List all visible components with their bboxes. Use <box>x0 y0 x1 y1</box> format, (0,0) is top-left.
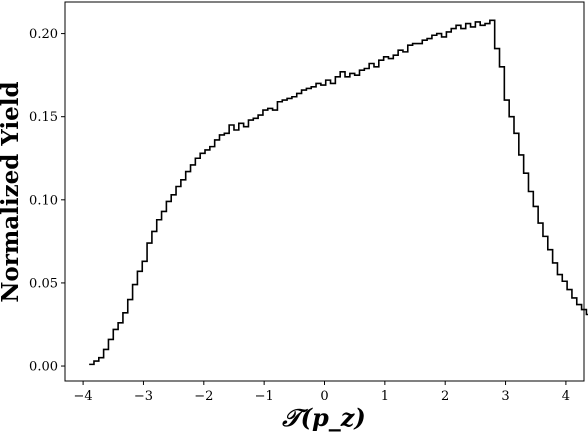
y-tick-label: 0.15 <box>29 110 58 125</box>
x-axis-ticks: −4 −3 −2 −1 0 1 2 3 4 <box>74 381 570 404</box>
y-tick-label: 0.20 <box>29 27 58 42</box>
x-tick-label: 2 <box>441 389 449 404</box>
x-tick-label: 4 <box>562 389 570 404</box>
x-tick-label: 1 <box>381 389 389 404</box>
x-tick-label: 3 <box>501 389 509 404</box>
y-tick-label: 0.05 <box>29 276 58 291</box>
x-tick-label: −3 <box>134 389 153 404</box>
y-axis-title: Normalized Yield <box>0 81 24 302</box>
histogram-step-line <box>89 19 588 366</box>
x-axis-title: 𝒯(p_z) <box>281 403 366 432</box>
y-tick-label: 0.00 <box>29 360 58 375</box>
x-tick-label: −4 <box>74 389 93 404</box>
y-tick-label: 0.10 <box>29 193 58 208</box>
x-tick-label: −2 <box>194 389 213 404</box>
x-tick-label: −1 <box>255 389 274 404</box>
plot-frame <box>64 1 585 382</box>
y-axis-ticks: 0.00 0.05 0.10 0.15 0.20 <box>29 27 65 375</box>
x-tick-label: 0 <box>320 389 328 404</box>
